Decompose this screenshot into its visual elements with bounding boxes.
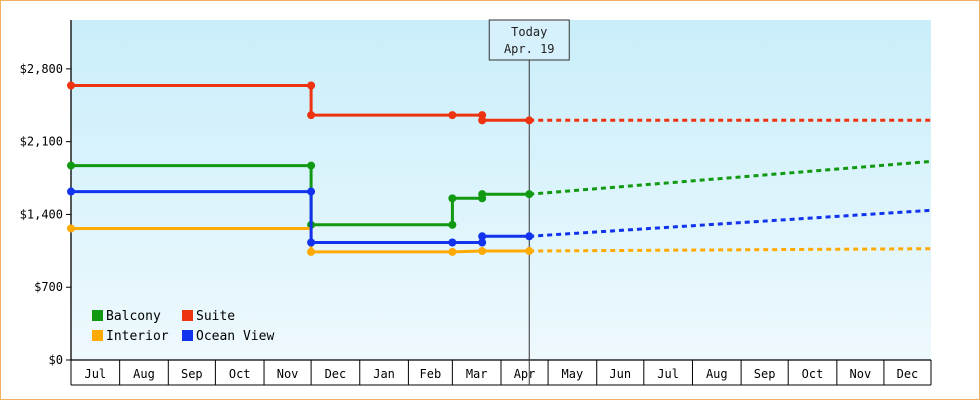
x-tick-label: Oct [229,367,251,381]
series-point-suite [307,111,316,120]
x-tick-label: Jul [657,367,679,381]
series-point-interior [307,247,316,256]
series-point-ocean-view [307,238,316,247]
today-label-line2: Apr. 19 [504,42,555,56]
series-point-ocean-view [67,187,75,196]
series-point-ocean-view [478,232,487,241]
legend-label-ocean-view: Ocean View [196,329,274,344]
x-tick-label: Apr [514,367,536,381]
series-point-ocean-view [478,238,487,247]
y-tick-label: $2,800 [20,62,63,76]
x-tick-label: Aug [706,367,728,381]
y-tick-label: $1,400 [20,207,63,221]
series-point-balcony [525,190,534,199]
series-point-balcony [67,161,75,170]
x-tick-label: Dec [325,367,347,381]
x-tick-label: Aug [133,367,155,381]
x-tick-label: Mar [466,367,488,381]
x-tick-label: Feb [420,367,442,381]
series-point-balcony [448,220,457,229]
series-interior [67,224,932,256]
legend-swatch-suite [182,310,193,321]
x-tick-label: Sep [181,367,203,381]
series-point-interior [525,247,534,256]
today-label-line1: Today [511,25,547,39]
series-point-suite [307,81,316,90]
series-point-ocean-view [525,232,534,241]
series-point-suite [525,116,534,125]
y-tick-label: $2,100 [20,135,63,149]
series-forecast-ocean-view [529,208,932,238]
x-axis: Jul Aug Sep Oct Nov Dec Jan Feb Mar Apr May Jun Jul A… [70,359,932,386]
series-ocean-view [67,187,932,247]
legend-swatch-ocean-view [182,330,193,341]
x-tick-label: Jul [84,367,106,381]
series-point-balcony [448,194,457,203]
series-point-ocean-view [448,238,457,247]
series-point-interior [478,247,487,256]
series-point-suite [478,116,487,125]
legend: Balcony Suite Interior Ocean View [92,309,274,344]
y-tick-label: $700 [34,280,63,294]
legend-swatch-balcony [92,310,103,321]
x-tick-label: Sep [754,367,776,381]
legend-swatch-interior [92,330,103,341]
x-tick-label: Nov [277,367,299,381]
series-layer [67,81,932,256]
series-point-suite [67,81,75,90]
legend-label-balcony: Balcony [106,309,161,324]
x-tick-label: Nov [850,367,872,381]
y-tick-label: $0 [49,353,63,367]
series-point-balcony [307,161,316,170]
today-marker: Today Apr. 19 [488,19,570,385]
series-balcony [67,159,932,229]
x-tick-label: Dec [897,367,919,381]
x-tick-label: Jan [373,367,395,381]
series-point-interior [67,224,75,233]
legend-label-suite: Suite [196,309,235,324]
series-forecast-interior [529,247,932,253]
x-tick-label: Oct [802,367,824,381]
series-point-ocean-view [307,187,316,196]
x-tick-label: Jun [609,367,631,381]
series-point-suite [448,111,457,120]
plot-area [71,20,931,360]
series-forecast-balcony [529,159,932,196]
y-axis: $0 $700 $1,400 $2,100 $2,800 [20,20,72,367]
series-line-interior [71,227,530,254]
x-tick-label: May [562,367,584,381]
series-suite [67,81,931,125]
series-point-balcony [478,190,487,199]
today-label-box [488,19,570,61]
series-point-interior [448,247,457,256]
legend-label-interior: Interior [106,329,169,344]
